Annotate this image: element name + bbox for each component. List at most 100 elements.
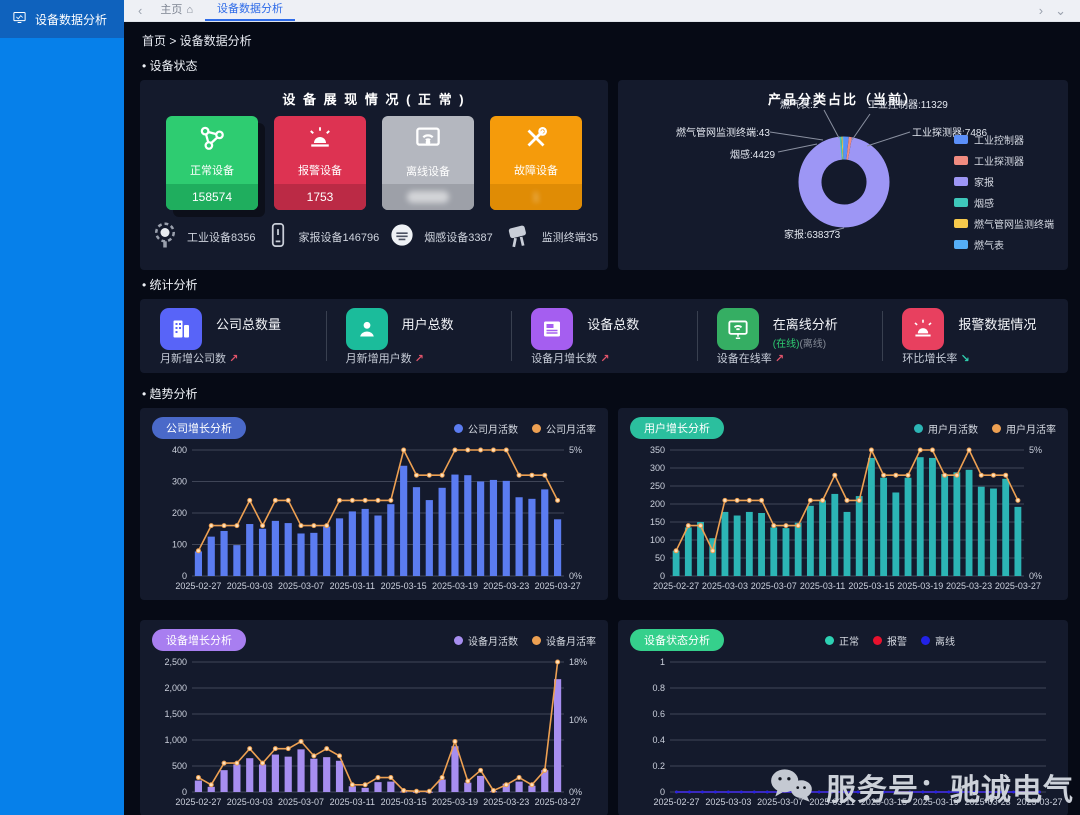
svg-text:0%: 0%: [1029, 571, 1042, 581]
svg-text:200: 200: [172, 508, 187, 518]
section-trend: • 趋势分析: [142, 387, 198, 401]
wechat-watermark: 服务号：驰诚电气: [768, 765, 1074, 809]
online-monitor-icon: [716, 308, 759, 350]
legend-label: 工业控制器: [974, 136, 1024, 147]
pie-slice-4: [798, 136, 890, 228]
pie-slice-1: [798, 136, 890, 228]
monitor-chart-icon: [12, 10, 27, 28]
pie-legend-item-0[interactable]: 工业控制器: [954, 132, 1054, 147]
svg-text:2025-03-19: 2025-03-19: [432, 797, 478, 807]
chart-legend-item-离线[interactable]: 离线: [921, 633, 955, 648]
legend-chip: [954, 177, 968, 186]
pie-legend-item-2[interactable]: 家报: [954, 174, 1054, 189]
wechat-icon: [768, 766, 816, 809]
blurred-value: [407, 191, 449, 203]
device-type-row: 工业设备8356 家报设备146796 烟感设备3387 监测终端35: [140, 210, 608, 253]
chart-legend-item-公司月活数[interactable]: 公司月活数: [454, 421, 518, 436]
tab-home[interactable]: 主页 ⌂: [148, 0, 205, 21]
chart-legend: 用户月活数 用户月活率: [914, 421, 1056, 436]
chart-legend-item-设备月活数[interactable]: 设备月活数: [454, 633, 518, 648]
stat-title: 设备总数: [587, 317, 640, 332]
svg-text:5%: 5%: [569, 445, 582, 455]
svg-text:2025-03-27: 2025-03-27: [995, 581, 1041, 591]
stat-item-1[interactable]: 用户总数 月新增用户数 ↗: [325, 299, 512, 373]
company-growth-chart: 0 100 200 300 400 0% 5% 2025-02-27 2025-03-03 202…: [146, 442, 602, 594]
legend-label: 离线: [935, 636, 955, 648]
svg-text:350: 350: [650, 445, 665, 455]
device-status-panel: 设 备 展 现 情 况 ( 正 常 ) 正常设备 158574 报警设备 1753 离线…: [140, 80, 608, 270]
legend-label: 烟感: [974, 199, 994, 210]
stat-sub-link[interactable]: 月新增公司数 ↗: [160, 353, 239, 365]
pie-legend-item-4[interactable]: 燃气管网监测终端: [954, 216, 1054, 231]
stat-item-0[interactable]: 公司总数量 月新增公司数 ↗: [140, 299, 326, 373]
legend-dot: [532, 423, 541, 433]
svg-text:2025-03-27: 2025-03-27: [1016, 797, 1062, 807]
svg-text:2025-03-23: 2025-03-23: [483, 581, 529, 591]
chart-panel-device-state: 设备状态分析 正常 报警 离线 0 0.2 0.4 0.6 0.8 1 2025-02-27 20…: [618, 620, 1068, 815]
svg-text:1: 1: [660, 657, 665, 667]
svg-text:2025-03-07: 2025-03-07: [278, 797, 324, 807]
tabs-forward-chevron-icon[interactable]: ›: [1038, 2, 1044, 18]
svg-text:2025-02-27: 2025-02-27: [175, 797, 221, 807]
tab-device-data-analysis[interactable]: 设备数据分析: [205, 0, 295, 21]
chart-badge: 设备增长分析: [152, 629, 246, 651]
svg-text:300: 300: [650, 463, 665, 473]
legend-label: 公司月活数: [468, 424, 518, 436]
tab-device-label: 设备数据分析: [217, 3, 283, 15]
device-type-label: 工业设备8356: [187, 231, 256, 244]
stat-sub-link[interactable]: 设备在线率 ↗: [716, 353, 785, 365]
tabs-back-chevron-icon[interactable]: ‹: [138, 2, 143, 18]
pie-legend: 工业控制器工业探测器家报烟感燃气管网监测终端燃气表: [954, 132, 1054, 252]
chart-legend: 公司月活数 公司月活率: [454, 421, 596, 436]
device-growth-chart: 0 500 1,000 1,500 2,000 2,500 0% 10% 18% 2025-02-…: [146, 654, 602, 810]
stat-sub-link[interactable]: 月新增用户数 ↗: [345, 353, 424, 365]
legend-dot: [921, 635, 930, 645]
svg-text:2025-03-15: 2025-03-15: [848, 581, 894, 591]
svg-text:2,500: 2,500: [164, 657, 187, 667]
chart-legend-item-正常[interactable]: 正常: [825, 633, 859, 648]
svg-text:0: 0: [660, 571, 665, 581]
chart-legend-item-报警[interactable]: 报警: [873, 633, 907, 648]
stat-item-2[interactable]: 设备总数设备月增长数 ↗: [511, 299, 697, 373]
stat-item-3[interactable]: 在离线分析 (在线)(离线) 设备在线率 ↗: [696, 299, 883, 373]
legend-dot: [825, 635, 834, 645]
svg-text:2025-02-27: 2025-02-27: [653, 797, 699, 807]
pie-legend-item-3[interactable]: 烟感: [954, 195, 1054, 210]
tools-icon: [521, 123, 551, 158]
chart-legend-item-用户月活数[interactable]: 用户月活数: [914, 421, 978, 436]
legend-label: 设备月活数: [468, 636, 518, 648]
sidebar-item-device-data-analysis[interactable]: 设备数据分析: [0, 0, 124, 38]
legend-label: 用户月活率: [1006, 424, 1056, 436]
svg-text:0.6: 0.6: [652, 709, 665, 719]
stat-item-4[interactable]: 报警数据情况 环比增长率 ↘: [882, 299, 1068, 373]
stat-sub-link[interactable]: 环比增长率 ↘: [902, 353, 970, 365]
user-growth-chart: 0 50 100 150 200 250 300 350 0% 5% 2025-02-27 2025-…: [624, 442, 1062, 594]
chart-panel-company-growth: 公司增长分析 公司月活数 公司月活率 0 100 200 300 400 0% 5% 2025-…: [140, 408, 608, 600]
svg-text:2025-03-27: 2025-03-27: [535, 797, 581, 807]
pie-legend-item-5[interactable]: 燃气表: [954, 237, 1054, 252]
stat-sub-link[interactable]: 设备月增长数 ↗: [531, 353, 610, 365]
svg-text:0%: 0%: [569, 571, 582, 581]
device-state-chart: 0 0.2 0.4 0.6 0.8 1 2025-02-27 2025-03-03 2025-0…: [624, 654, 1062, 810]
device-card-0: 正常设备 158574: [166, 116, 258, 210]
device-card-3: 故障设备 1: [490, 116, 582, 210]
device-type-1: 家报设备146796: [264, 220, 379, 253]
legend-label: 工业探测器: [974, 157, 1024, 168]
legend-label: 设备月活率: [546, 636, 596, 648]
legend-label: 燃气管网监测终端: [974, 220, 1054, 231]
device-cards: 正常设备 158574 报警设备 1753 离线设备 故障设备 1: [140, 108, 608, 210]
legend-chip: [954, 135, 968, 144]
svg-text:150: 150: [650, 517, 665, 527]
watermark-text: 服务号：驰诚电气: [826, 774, 1074, 807]
company-icon: [160, 308, 202, 350]
chart-legend-item-用户月活率[interactable]: 用户月活率: [992, 421, 1056, 436]
online-offline-toggle[interactable]: (在线)(离线): [772, 339, 827, 350]
tabs-more-chevron-icon[interactable]: ⌄: [1055, 2, 1066, 18]
svg-text:1,000: 1,000: [164, 735, 187, 745]
sidebar-item-label: 设备数据分析: [35, 12, 108, 27]
chart-legend-item-设备月活率[interactable]: 设备月活率: [532, 633, 596, 648]
pie-legend-item-1[interactable]: 工业探测器: [954, 153, 1054, 168]
pie-callout-4: 燃气管网监测终端:43: [676, 128, 770, 139]
chart-legend-item-公司月活率[interactable]: 公司月活率: [532, 421, 596, 436]
